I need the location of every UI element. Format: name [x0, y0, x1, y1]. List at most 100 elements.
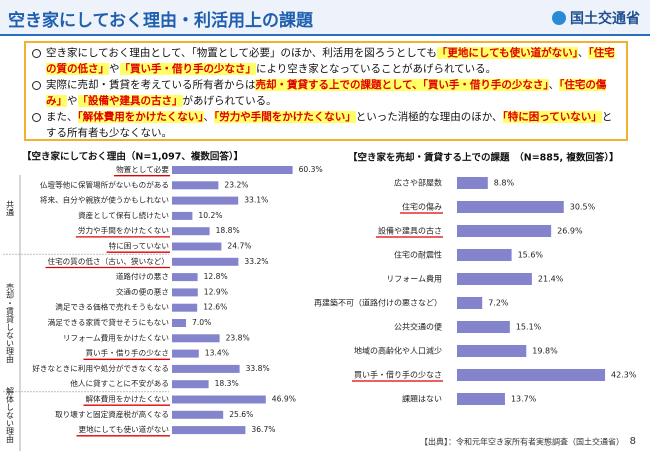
bar	[172, 227, 210, 236]
bar	[172, 196, 239, 205]
value-label: 18.8%	[216, 226, 240, 235]
bar	[457, 273, 532, 285]
value-label: 60.3%	[299, 165, 323, 174]
emphasis: 「解体費用をかけたくない」	[77, 111, 204, 123]
category-label: 特に困っていない	[109, 241, 169, 251]
category-label: 住宅の耐震性	[394, 250, 442, 260]
value-label: 30.5%	[570, 203, 596, 212]
value-label: 15.6%	[518, 251, 544, 260]
category-label: 解体費用をかけたくない	[85, 394, 169, 404]
value-label: 15.1%	[516, 323, 542, 332]
bullet-box: 空き家にしておく理由として、「物置として必要」のほか、利活用を図ろうとしても「更…	[24, 41, 628, 141]
chart-title: 【空き家を売却・賃貸する上での課題 （N=885, 複数回答）】	[348, 152, 619, 164]
value-label: 12.8%	[204, 272, 228, 281]
group-label: 売却・賃貸しない理由	[6, 282, 15, 364]
category-label: 広さや部屋数	[394, 178, 442, 188]
category-label: 労力や手間をかけたくない	[78, 225, 169, 235]
category-label: 好きなときに利用や処分ができなくなる	[32, 363, 169, 373]
bar	[172, 349, 199, 358]
value-label: 12.9%	[204, 287, 228, 296]
category-label: 買い手・借り手の少なさ	[354, 370, 442, 380]
category-label: 買い手・借り手の少なさ	[85, 348, 169, 358]
value-label: 33.8%	[246, 364, 270, 373]
bullet: また、「解体費用をかけたくない」、「労力や手間をかけたくない」といった消極的な理…	[32, 110, 620, 141]
bar	[172, 166, 293, 174]
bar	[457, 321, 510, 333]
value-label: 13.7%	[511, 395, 537, 404]
category-label: 課題はない	[402, 394, 442, 404]
category-label: 再建築不可（道路付けの悪さなど）	[314, 298, 442, 308]
value-label: 7.0%	[192, 318, 211, 327]
category-label: 更地にしても使い道がない	[78, 424, 169, 434]
category-label: 満足できる価格で売れそうもない	[55, 302, 169, 312]
category-label: 他人に貸すことに不安がある	[70, 378, 169, 388]
bullet-text: があげられている。	[182, 94, 277, 107]
bar	[172, 257, 239, 266]
group-label: 解体しない理由	[6, 386, 15, 444]
value-label: 33.1%	[244, 196, 268, 205]
logo-icon	[552, 11, 566, 25]
bar	[172, 395, 266, 404]
bar	[172, 410, 224, 419]
category-label: 住宅の傷み	[402, 202, 442, 212]
emphasis: 「設備や建具の古さ」	[77, 94, 183, 107]
value-label: 18.3%	[215, 379, 239, 388]
category-label: 将来、自分や親族が使うかもしれない	[40, 195, 169, 205]
bullet-text: また、	[46, 111, 78, 123]
category-label: 物置として必要	[116, 164, 169, 174]
value-label: 10.2%	[198, 211, 222, 220]
bullet-text: や	[67, 94, 78, 107]
bullet: 実際に売却・賃貸を考えている所有者からは売却・賃貸する上での課題として、「買い手…	[32, 78, 620, 109]
source: 【出典】：令和元年空き家所有者実態調査（国土交通省）	[420, 437, 624, 447]
category-label: 仏壇等他に保管場所がないものがある	[40, 179, 169, 189]
value-label: 23.2%	[224, 180, 248, 189]
category-label: 公共交通の便	[394, 322, 442, 332]
group-label: 共通	[6, 200, 15, 217]
value-label: 19.8%	[532, 347, 558, 356]
bar	[172, 426, 246, 435]
bar	[172, 334, 220, 343]
bar	[172, 242, 222, 251]
category-label: 取り壊すと固定資産税が高くなる	[55, 409, 169, 419]
value-label: 13.4%	[205, 349, 229, 358]
value-label: 46.9%	[272, 395, 296, 404]
bar	[172, 181, 219, 190]
chart-title: 【空き家にしておく理由（N=1,097、複数回答）】	[22, 151, 243, 163]
value-label: 12.6%	[203, 303, 227, 312]
logo: 国土交通省	[552, 8, 640, 28]
value-label: 7.2%	[488, 299, 509, 308]
category-label: 道路付けの悪さ	[116, 271, 169, 281]
page-number: 8	[630, 436, 636, 447]
bullet-text: や	[109, 62, 120, 75]
value-label: 25.6%	[229, 410, 253, 419]
bar	[172, 364, 240, 373]
category-label: リフォーム費用をかけたくない	[63, 332, 169, 342]
value-label: 33.2%	[244, 257, 268, 266]
value-label: 21.4%	[538, 275, 564, 284]
bullet-text: 、	[577, 47, 589, 59]
value-label: 42.3%	[611, 371, 637, 380]
bar	[172, 303, 198, 312]
bar	[172, 380, 209, 389]
category-label: 満足できる家賃で貸せそうにもない	[48, 317, 169, 327]
bar	[457, 225, 552, 237]
bar	[172, 211, 193, 220]
logo-text: 国土交通省	[570, 11, 640, 27]
bar	[457, 177, 488, 189]
emphasis: 「買い手・借り手の少なさ」	[119, 62, 256, 75]
value-label: 8.8%	[494, 179, 515, 188]
category-label: 地域の高齢化や人口減少	[354, 346, 442, 356]
bullet-text: 、	[548, 79, 560, 91]
bullet-text: とする所有者も少なくない。	[46, 111, 613, 139]
emphasis: 売却・賃貸する上での課題として、「買い手・借り手の少なさ」	[255, 79, 549, 91]
bullet-text: 空き家にしておく理由として、「物置として必要」のほか、利活用を図ろうとしても	[46, 47, 437, 59]
emphasis: 「更地にしても使い道がない」	[436, 47, 578, 59]
category-label: 資産として保有し続けたい	[78, 210, 169, 220]
bar	[172, 273, 198, 282]
bar	[172, 319, 186, 327]
category-label: 設備や建具の古さ	[378, 226, 442, 236]
value-label: 36.7%	[251, 425, 275, 434]
bar	[457, 201, 564, 213]
